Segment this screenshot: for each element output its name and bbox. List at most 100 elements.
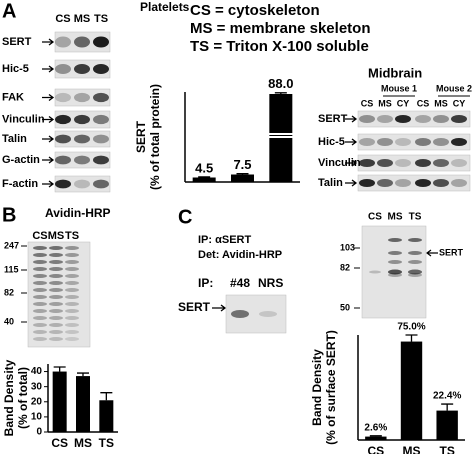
row-label: SERT: [2, 36, 32, 48]
ip-label: IP:: [198, 276, 213, 290]
lane-label: CS: [361, 98, 374, 108]
row-label: F-actin: [2, 178, 38, 190]
band: [359, 115, 375, 123]
band: [33, 337, 47, 341]
arrow: [42, 180, 55, 188]
blot: [357, 154, 471, 172]
band: [55, 134, 71, 144]
bar: [52, 371, 67, 432]
arrow: [42, 135, 55, 143]
axis-break: [268, 133, 294, 138]
band: [49, 281, 63, 285]
value-label: 2.6%: [364, 422, 387, 433]
band: [74, 114, 90, 125]
x-tick-label: MS: [403, 444, 421, 454]
band: [65, 281, 79, 285]
error-bar: [236, 173, 249, 175]
band: [49, 246, 63, 250]
band: [259, 311, 277, 317]
band: [49, 274, 63, 278]
bar: [231, 174, 254, 182]
error-bar: [198, 176, 211, 178]
band: [49, 337, 63, 341]
bar: [99, 400, 114, 432]
band: [49, 316, 63, 320]
band: [369, 270, 381, 274]
ip-line: IP: αSERT: [198, 234, 251, 246]
band: [74, 64, 90, 74]
x-tick-label: CS: [367, 444, 384, 454]
band: [33, 316, 47, 320]
lane-label: MS: [378, 98, 392, 108]
band: [395, 115, 411, 123]
band: [93, 36, 109, 48]
band: [359, 179, 375, 187]
arrow: [42, 93, 55, 102]
band: [33, 267, 47, 271]
row-label: Talin: [2, 133, 27, 145]
y-axis-label: Band Density: [2, 359, 16, 436]
band: [433, 179, 449, 187]
lane-label: TS: [65, 230, 79, 242]
value-label: 88.0: [268, 76, 293, 91]
band: [65, 330, 79, 334]
mouse-label: Mouse 1: [381, 83, 417, 93]
band: [377, 179, 393, 187]
band: [408, 238, 422, 242]
band: [93, 155, 109, 165]
error-bar: [53, 366, 66, 372]
bar: [400, 341, 423, 440]
band: [395, 159, 411, 167]
band: [74, 134, 90, 144]
arrow: [42, 65, 55, 73]
lane-label: MS: [388, 212, 403, 223]
band: [433, 115, 449, 123]
value-label: 4.5: [195, 160, 213, 175]
lane-label: MS: [48, 230, 65, 242]
blot: [357, 174, 471, 192]
band: [388, 260, 402, 264]
band: [74, 36, 90, 48]
band: [65, 267, 79, 271]
x-tick-label: CS: [51, 436, 68, 450]
mouse-label: Mouse 2: [436, 83, 472, 93]
blot-title: Avidin-HRP: [45, 206, 111, 220]
band: [65, 323, 79, 327]
band: [388, 269, 402, 275]
lane-label: MS: [434, 98, 448, 108]
y-axis-label: (% of total protein): [148, 84, 162, 190]
blot-title: Platelets: [140, 0, 190, 14]
x-tick-label: TS: [439, 444, 454, 454]
bar: [365, 436, 387, 440]
band: [359, 138, 375, 146]
panel-label: A: [2, 0, 16, 22]
blot: [357, 133, 471, 151]
arrow: [42, 156, 55, 164]
band: [55, 64, 71, 74]
blot: [54, 88, 111, 107]
arrow: [212, 304, 227, 312]
band: [65, 316, 79, 320]
y-axis-label: SERT: [134, 120, 148, 153]
band: [395, 138, 411, 146]
arrow: [345, 159, 358, 167]
band: [49, 253, 63, 257]
band: [231, 310, 249, 318]
band: [65, 274, 79, 278]
band: [408, 260, 422, 264]
bar: [192, 177, 216, 182]
y-tick-label: 40: [31, 366, 43, 377]
lane-label: CY: [453, 98, 466, 108]
panel-label: C: [178, 206, 192, 228]
blot-title: Midbrain: [368, 65, 422, 80]
lane-label: TS: [94, 13, 108, 25]
band: [415, 159, 431, 167]
marker-label: 50: [340, 302, 350, 312]
band: [65, 309, 79, 313]
band: [55, 179, 71, 189]
band: [33, 330, 47, 334]
y-axis-label: (% of total): [16, 367, 30, 429]
row-label: Hic-5: [318, 136, 345, 148]
band: [65, 253, 79, 257]
